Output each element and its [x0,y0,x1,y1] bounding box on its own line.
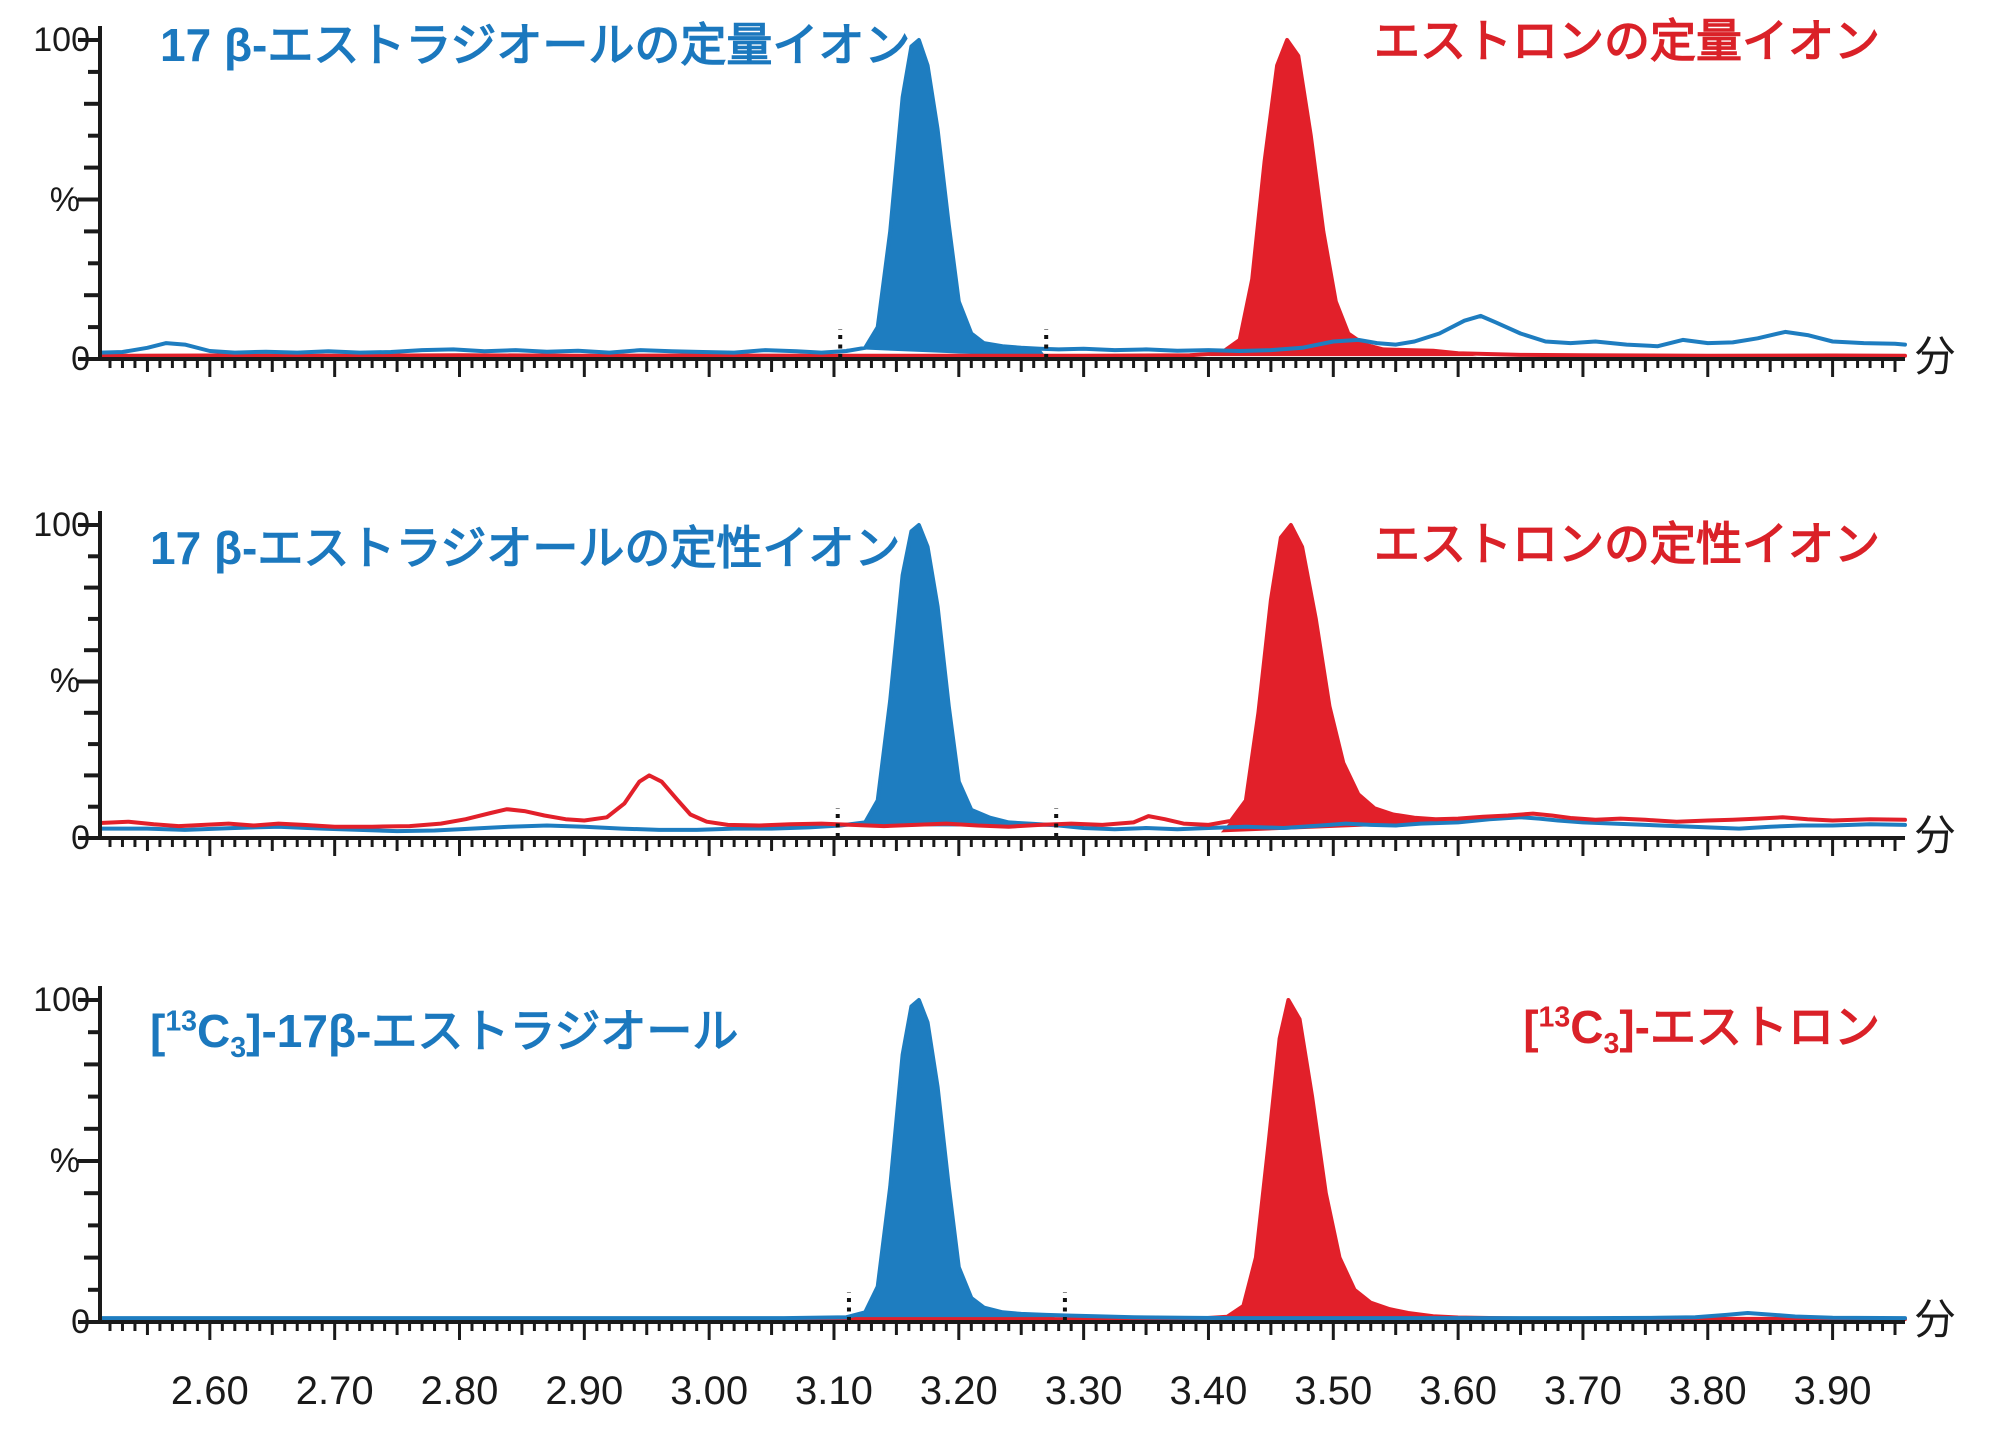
y-axis-zero-label: 0 [71,340,90,378]
estradiol-peak-fill [849,1000,1065,1321]
x-tick-label: 3.70 [1544,1369,1622,1413]
internal-standard-panel: 2.60 2.70 2.80 2.90 3.00 3.10 3.20 3.30 3.40 3.50… [0,954,2000,1432]
qualifier-ion-panel: 100 % 0 分 17 β-エストラジオールの定性イオン エストロンの定性イオ… [0,477,2000,954]
estrone-quantifier-label: エストロンの定量イオン [1374,15,1880,67]
estradiol-qualifier-label: 17 β-エストラジオールの定性イオン [150,522,901,574]
y-axis-unit-label: % [49,181,80,219]
y-axis-max-label: 100 [33,506,90,544]
y-axis-unit-label: % [49,1142,80,1180]
x-tick-label: 3.50 [1294,1369,1372,1413]
c13-estrone-label: [13C3]-エストロン [1523,1001,1880,1061]
estradiol-peak-fill [842,525,1055,827]
y-axis-unit-label: % [49,662,80,700]
x-tick-label: 3.30 [1045,1369,1123,1413]
x-tick-label: 3.40 [1170,1369,1248,1413]
x-axis-unit-label: 分 [1914,333,1957,380]
x-tick-label: 2.70 [296,1369,374,1413]
estradiol-peak-fill [846,40,1047,358]
y-axis-zero-label: 0 [71,1303,90,1341]
estrone-qualifier-label: エストロンの定性イオン [1374,518,1880,570]
x-tick-label: 3.20 [920,1369,998,1413]
x-tick-label: 2.90 [545,1369,623,1413]
y-axis-max-label: 100 [33,21,90,59]
quantifier-ion-plot [78,26,1907,377]
x-tick-label: 3.10 [795,1369,873,1413]
quantifier-ion-panel: 100 % 0 分 17 β-エストラジオールの定量イオン エストロンの定量イオ… [0,0,2000,477]
x-tick-label: 3.60 [1419,1369,1497,1413]
estrone-peak-fill [1208,40,1477,357]
quantifier-ion-panel-estradiol-trace [98,38,1907,355]
x-tick-label: 3.80 [1669,1369,1747,1413]
x-tick-label: 2.60 [171,1369,249,1413]
estradiol-quantifier-label: 17 β-エストラジオールの定量イオン [160,19,911,71]
x-tick-label: 2.80 [421,1369,499,1413]
x-axis-unit-label: 分 [1914,812,1957,859]
x-axis-unit-label: 分 [1914,1296,1957,1343]
qualifier-ion-plot [78,511,1907,856]
internal-standard-panel-estradiol-trace [98,998,1907,1321]
qualifier-ion-panel-estrone-trace [98,523,1907,829]
y-axis-zero-label: 0 [71,819,90,857]
c13-estradiol-label: [13C3]-17β-エストラジオール [150,1005,739,1065]
x-tick-label: 3.00 [670,1369,748,1413]
internal-standard-plot: 2.60 2.70 2.80 2.90 3.00 3.10 3.20 3.30 3.40 3.50… [78,986,1907,1413]
x-tick-label: 3.90 [1794,1369,1872,1413]
quantifier-ion-panel-estrone-trace [98,38,1907,358]
qualifier-ion-panel-estradiol-trace [98,523,1907,834]
y-axis-max-label: 100 [33,981,90,1019]
estrone-peak-fill [1220,525,1452,833]
